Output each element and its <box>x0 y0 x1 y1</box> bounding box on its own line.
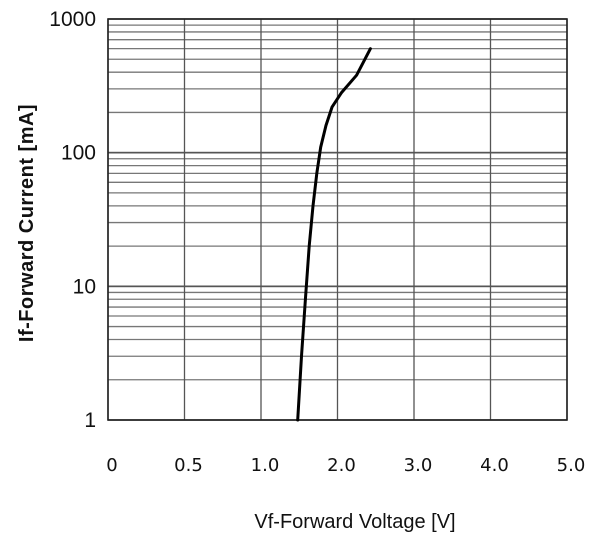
x-tick-label-1: 0.5 <box>174 455 203 476</box>
y-axis-label: If-Forward Current [mA] <box>16 104 38 342</box>
y-tick-label-2: 100 <box>61 142 96 165</box>
x-tick-label-2: 1.0 <box>251 455 280 476</box>
series-layer <box>296 47 372 422</box>
x-tick-label-5: 4.0 <box>480 455 509 476</box>
y-tick-label-0: 1 <box>84 409 96 432</box>
plot-frame <box>107 18 568 421</box>
x-tick-label-3: 2.0 <box>327 455 356 476</box>
y-tick-label-3: 1000 <box>49 8 96 31</box>
y-tick-labels: 1 10 100 1000 <box>49 8 96 432</box>
series-line-0 <box>296 47 372 422</box>
plot-grid <box>107 18 568 421</box>
x-tick-label-6: 5.0 <box>557 455 586 476</box>
plot-border <box>107 18 568 421</box>
x-axis-label: Vf-Forward Voltage [V] <box>254 511 455 533</box>
x-tick-label-0: 0 <box>106 455 117 476</box>
x-tick-label-4: 3.0 <box>404 455 433 476</box>
y-tick-label-1: 10 <box>73 275 96 298</box>
x-tick-labels: 0 0.5 1.0 2.0 3.0 4.0 5.0 <box>106 455 585 476</box>
